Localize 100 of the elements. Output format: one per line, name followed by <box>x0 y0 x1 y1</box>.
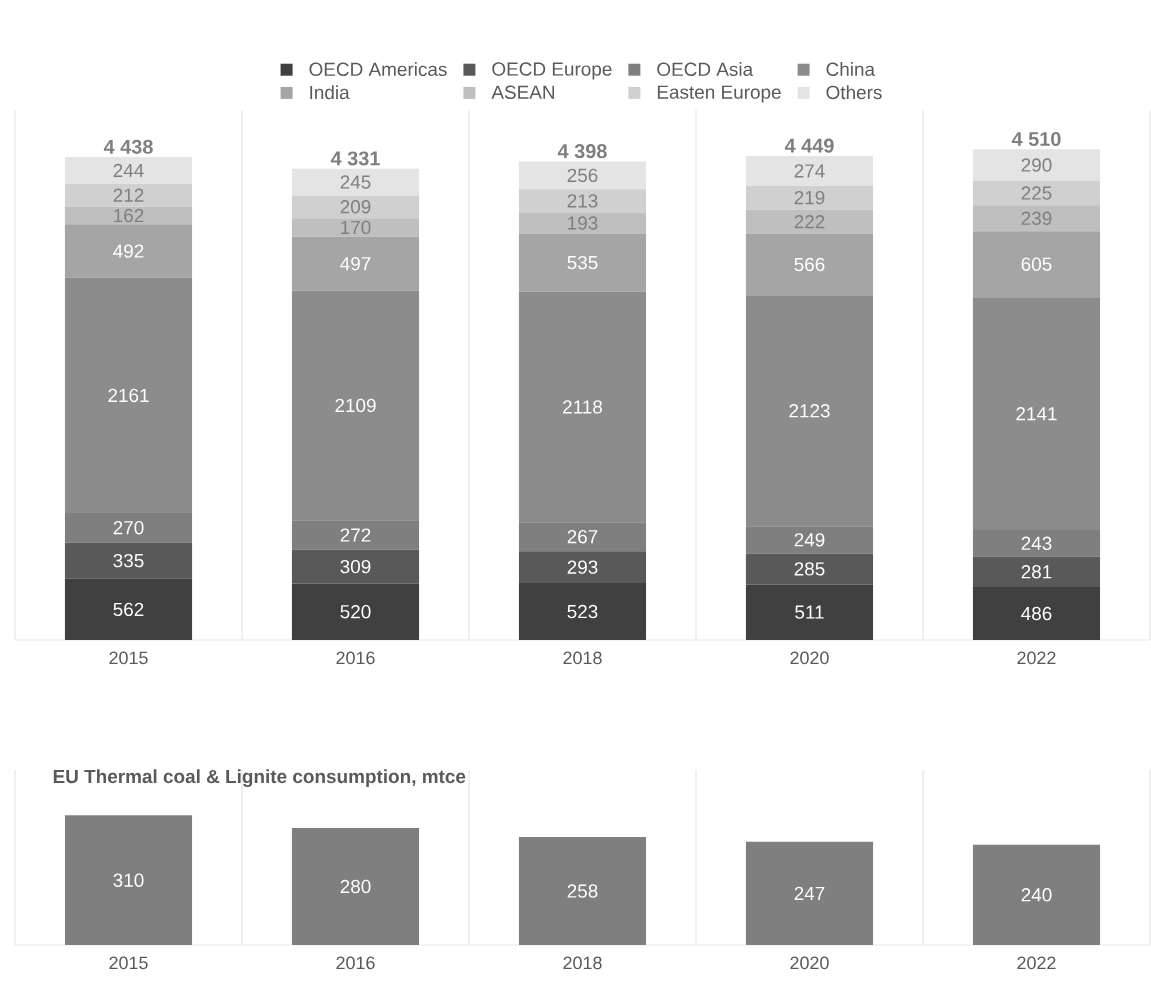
x-tick-label: 2018 <box>563 651 602 665</box>
legend-label: Others <box>826 85 882 100</box>
bar <box>64 542 193 579</box>
x-tick-label: 2022 <box>1017 956 1056 970</box>
data-label: 2123 <box>789 404 830 418</box>
data-label: 486 <box>1021 606 1052 621</box>
legend-label: OECD Americas <box>309 62 447 77</box>
bar <box>64 513 193 543</box>
data-label: 335 <box>113 553 144 568</box>
data-label: 162 <box>114 208 144 223</box>
data-label: 293 <box>567 560 598 574</box>
data-label: 239 <box>1021 211 1052 225</box>
bar <box>291 827 420 945</box>
data-label: 280 <box>340 879 371 894</box>
x-tick-label: 2015 <box>109 956 148 970</box>
bar <box>745 295 874 527</box>
data-label: 605 <box>1021 257 1052 271</box>
bar <box>518 522 647 552</box>
data-label: 274 <box>794 164 825 178</box>
total-label: 4 449 <box>784 138 834 153</box>
data-label: 258 <box>567 884 598 898</box>
bar <box>972 180 1101 206</box>
data-label: 523 <box>567 604 598 619</box>
data-label: 310 <box>113 873 144 887</box>
legend-label: ASEAN <box>491 85 555 99</box>
legend-label: India <box>310 85 350 100</box>
data-label: 243 <box>1021 536 1052 551</box>
bar <box>64 157 193 184</box>
bar <box>972 587 1101 640</box>
legend-label: OECD Europe <box>492 62 612 80</box>
bar <box>518 291 647 523</box>
bar <box>64 183 193 207</box>
bar <box>291 583 420 640</box>
x-tick-label: 2016 <box>336 956 375 970</box>
bar <box>745 185 874 210</box>
data-label: 2141 <box>1016 407 1057 421</box>
data-label: 2161 <box>108 388 149 403</box>
data-label: 535 <box>567 255 598 270</box>
data-label: 272 <box>340 528 371 542</box>
bar <box>291 549 420 584</box>
bar <box>291 520 420 550</box>
bar <box>972 205 1101 232</box>
bar <box>972 149 1101 181</box>
data-label: 2109 <box>335 398 376 413</box>
legend-label: Easten Europe <box>657 85 781 103</box>
chart-title: EU Thermal coal & Lignite consumption, mtce <box>53 769 466 788</box>
data-label: 562 <box>113 602 144 617</box>
data-label: 267 <box>567 529 598 544</box>
data-label: 245 <box>340 175 371 189</box>
data-label: 193 <box>568 216 598 230</box>
bar <box>518 233 647 292</box>
bar <box>291 168 420 196</box>
data-label: 240 <box>1021 888 1052 902</box>
data-label: 492 <box>113 244 144 258</box>
bar <box>745 155 874 186</box>
bar <box>745 553 874 585</box>
x-tick-label: 2022 <box>1017 651 1056 665</box>
bar <box>291 290 420 521</box>
bar <box>518 837 647 945</box>
data-label: 170 <box>341 220 371 235</box>
x-tick-label: 2020 <box>790 651 829 665</box>
bar <box>64 815 193 945</box>
bar <box>518 551 647 584</box>
bar <box>291 195 420 219</box>
data-label: 309 <box>340 559 371 574</box>
data-label: 247 <box>794 886 825 900</box>
bar <box>972 297 1101 531</box>
x-tick-label: 2020 <box>790 956 829 970</box>
bar <box>64 578 193 640</box>
x-tick-label: 2015 <box>109 651 148 665</box>
bar <box>745 584 874 640</box>
bar <box>745 526 874 554</box>
bar <box>291 218 420 237</box>
data-label: 497 <box>340 256 371 271</box>
data-label: 566 <box>794 257 825 272</box>
data-label: 222 <box>794 215 825 229</box>
data-label: 270 <box>113 521 144 535</box>
data-label: 285 <box>794 562 825 576</box>
data-label: 2118 <box>563 400 603 414</box>
bar <box>518 161 647 190</box>
bar <box>972 556 1101 588</box>
bar <box>745 209 874 234</box>
bar <box>972 844 1101 945</box>
data-label: 520 <box>340 605 371 619</box>
bar <box>518 583 647 640</box>
legend-label: China <box>826 62 876 77</box>
x-tick-label: 2016 <box>336 651 375 665</box>
data-label: 290 <box>1021 158 1052 172</box>
total-label: 4 398 <box>557 144 607 159</box>
bar <box>291 236 420 291</box>
data-label: 212 <box>113 188 144 202</box>
data-label: 249 <box>794 533 825 547</box>
data-label: 256 <box>567 168 598 183</box>
data-label: 209 <box>340 200 371 214</box>
bar <box>972 530 1101 557</box>
legend-label: OECD Asia <box>657 62 754 77</box>
total-label: 4 510 <box>1011 131 1061 147</box>
data-label: 225 <box>1021 186 1052 200</box>
bar <box>64 206 193 225</box>
data-label: 244 <box>113 163 144 177</box>
